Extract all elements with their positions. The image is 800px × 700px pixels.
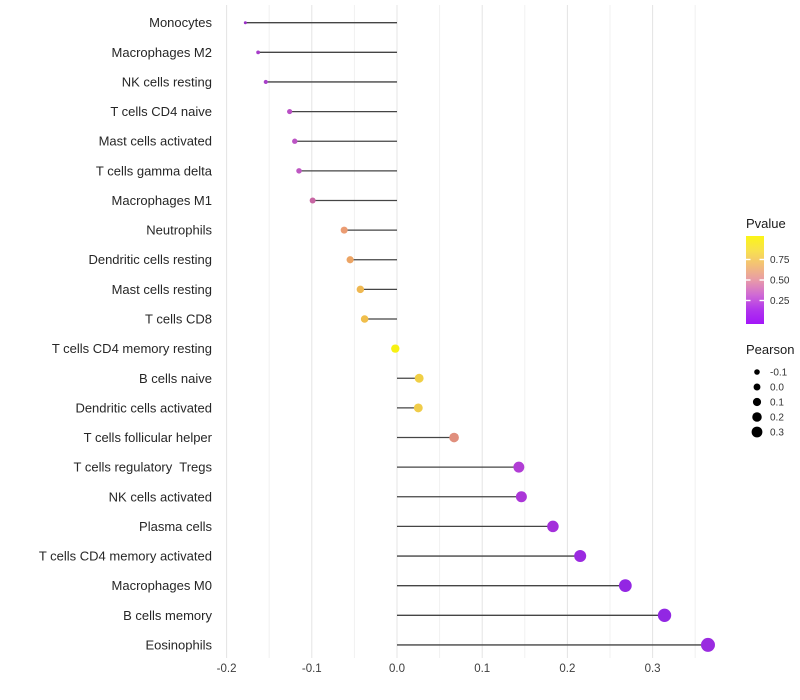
pvalue-tick-label: 0.75 <box>770 255 790 266</box>
lollipop-dot <box>309 197 316 204</box>
lollipop-dot <box>346 256 354 264</box>
lollipop-dot <box>657 608 672 622</box>
pearson-legend-dot <box>752 412 762 422</box>
row-label: T cells gamma delta <box>96 163 213 178</box>
row-label: Dendritic cells resting <box>88 252 212 267</box>
row-label: NK cells resting <box>122 74 212 89</box>
lollipop-dot <box>360 315 369 323</box>
lollipop-dot <box>414 373 424 383</box>
pvalue-colorbar-ticks: 0.75 0.50 0.25 <box>746 255 790 307</box>
x-tick-label: -0.1 <box>302 663 322 675</box>
lollipop-dot <box>618 579 632 593</box>
row-label: Neutrophils <box>146 223 212 238</box>
lollipop-dot <box>256 50 261 55</box>
pearson-legend-title: Pearson <box>746 342 794 357</box>
lollipop-dot <box>513 461 525 473</box>
row-label: T cells regulatory Tregs <box>74 460 213 475</box>
lollipop-dot <box>296 168 302 174</box>
row-label: Eosinophils <box>146 637 213 652</box>
lollipop-stems <box>245 22 708 646</box>
pvalue-tick-label: 0.50 <box>770 276 790 287</box>
lollipop-dot <box>574 550 587 563</box>
lollipop-dots <box>243 21 715 652</box>
lollipop-dot <box>287 108 293 115</box>
row-label: B cells naive <box>139 371 212 386</box>
pearson-legend-dot <box>751 426 763 438</box>
lollipop-dot <box>515 491 527 503</box>
pearson-legend-dot <box>752 397 762 407</box>
row-label: T cells CD4 memory resting <box>52 341 212 356</box>
lollipop-dot <box>292 138 298 144</box>
lollipop-dot <box>356 285 365 294</box>
row-label: NK cells activated <box>109 489 212 504</box>
pearson-legend-label: 0.1 <box>770 398 784 409</box>
row-label: Plasma cells <box>139 519 212 534</box>
lollipop-dot <box>243 21 247 25</box>
row-label: Macrophages M2 <box>112 45 212 60</box>
pearson-legend-dot <box>753 383 761 391</box>
x-tick-label: 0.1 <box>474 663 490 675</box>
x-tick-label: 0.3 <box>645 663 661 675</box>
x-tick-label: -0.2 <box>217 663 237 675</box>
pearson-legend-label: -0.1 <box>770 368 788 379</box>
pvalue-tick-label: 0.25 <box>770 296 790 307</box>
row-label: T cells follicular helper <box>84 430 213 445</box>
lollipop-dot <box>413 403 423 413</box>
row-label: Dendritic cells activated <box>75 400 212 415</box>
row-label: T cells CD4 naive <box>110 104 212 119</box>
lollipop-dot <box>449 432 459 443</box>
row-label: Mast cells activated <box>99 134 212 149</box>
pearson-legend-items: -0.1 0.0 0.1 0.2 0.3 <box>751 368 788 439</box>
row-label: Macrophages M0 <box>112 578 212 593</box>
x-tick-label: 0.2 <box>559 663 575 675</box>
lollipop-dot <box>547 520 559 533</box>
x-tick-label: 0.0 <box>389 663 405 675</box>
lollipop-dot <box>700 637 715 652</box>
row-label: B cells memory <box>123 608 212 623</box>
pvalue-colorbar <box>746 236 764 324</box>
x-axis-tick-labels: -0.2 -0.1 0.0 0.1 0.2 0.3 <box>217 663 661 675</box>
pearson-legend-label: 0.2 <box>770 413 784 424</box>
pearson-legend-dot <box>754 369 760 375</box>
row-label: Macrophages M1 <box>112 193 212 208</box>
y-axis-labels: Monocytes Macrophages M2 NK cells resting T… <box>39 15 213 652</box>
pvalue-legend-title: Pvalue <box>746 216 786 231</box>
pearson-legend-label: 0.3 <box>770 428 784 439</box>
row-label: Monocytes <box>149 15 212 30</box>
pvalue-legend: Pvalue 0.75 0.50 0.25 <box>746 216 790 324</box>
row-label: T cells CD8 <box>145 312 212 327</box>
gridlines <box>226 5 696 658</box>
pearson-legend: Pearson -0.1 0.0 0.1 0.2 0.3 <box>746 342 794 439</box>
lollipop-dot <box>340 226 348 234</box>
lollipop-dot <box>391 344 400 353</box>
lollipop-dot <box>263 79 268 85</box>
pearson-legend-label: 0.0 <box>770 383 784 394</box>
row-label: T cells CD4 memory activated <box>39 549 212 564</box>
row-label: Mast cells resting <box>112 282 212 297</box>
